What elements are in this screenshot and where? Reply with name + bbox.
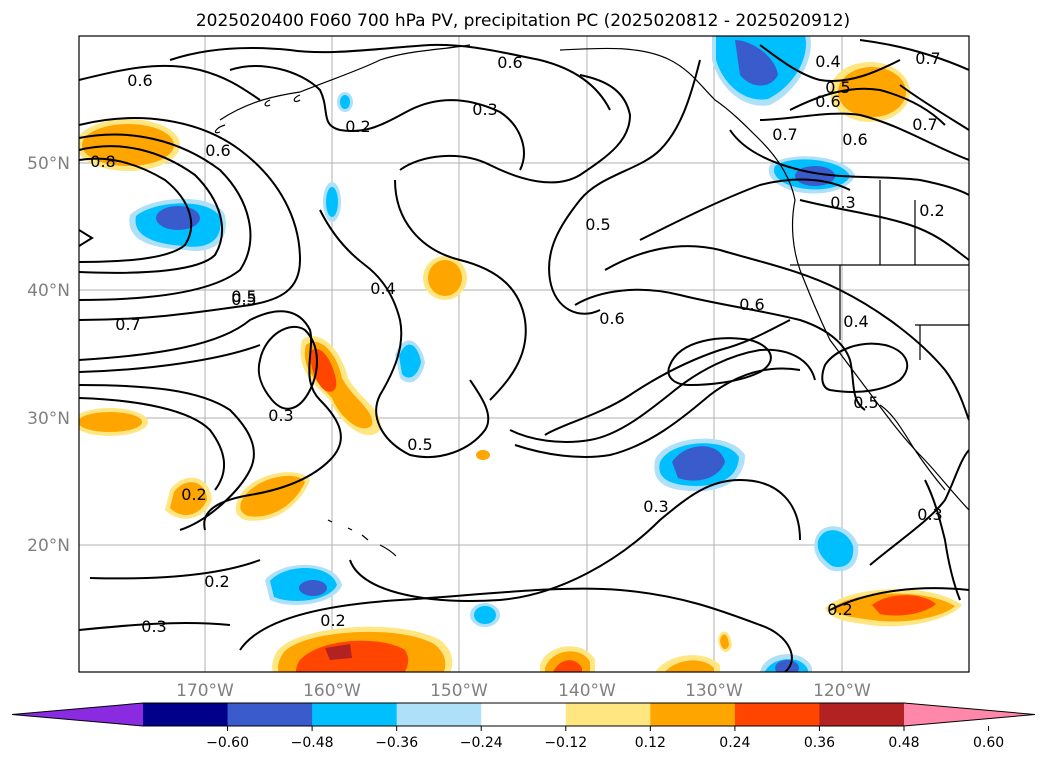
longitude-labels: 170°W 160°W 150°W 140°W 130°W 120°W [176, 681, 871, 701]
lon-label: 140°W [558, 681, 616, 701]
lat-label: 50°N [27, 154, 70, 174]
contour-label: 0.6 [815, 92, 840, 111]
colorbar-tick-label: −0.12 [544, 735, 587, 751]
colorbar-segment [565, 703, 651, 726]
contour-label: 0.2 [827, 600, 852, 619]
map-content: 0.6 0.6 0.3 0.2 0.4 0.5 0.6 0.7 0.8 0.6 … [79, 36, 969, 672]
figure-title: 2025020400 F060 700 hPa PV, precipitatio… [196, 11, 850, 31]
lat-label: 20°N [27, 536, 70, 556]
contour-label: 0.2 [181, 485, 206, 504]
lon-label: 170°W [176, 681, 234, 701]
contour-label: 0.4 [815, 52, 840, 71]
colorbar: −0.60 −0.48 −0.36 −0.24 −0.12 0.12 0.24 0.36 0.4… [11, 702, 1036, 751]
lon-label: 160°W [303, 681, 361, 701]
colorbar-extend-low [12, 703, 143, 726]
lon-label: 120°W [813, 681, 871, 701]
colorbar-tick-label: 0.48 [888, 735, 919, 751]
colorbar-segment [312, 703, 398, 726]
colorbar-segment [481, 703, 567, 726]
contour-label: 0.5 [231, 287, 256, 306]
contour-label: 0.3 [917, 505, 942, 524]
contour-label: 0.2 [204, 572, 229, 591]
contour-label: 0.3 [141, 617, 166, 636]
lon-label: 150°W [430, 681, 488, 701]
colorbar-segment [396, 703, 482, 726]
contour-label: 0.2 [919, 201, 944, 220]
contour-label: 0.6 [842, 130, 867, 149]
negative-anomaly [129, 36, 859, 672]
contour-label: 0.5 [853, 393, 878, 412]
lon-label: 130°W [685, 681, 743, 701]
contour-label: 0.7 [912, 115, 937, 134]
colorbar-extend-high [904, 703, 1035, 726]
lat-label: 40°N [27, 281, 70, 301]
colorbar-segment [734, 703, 820, 726]
colorbar-tick-label: 0.12 [635, 735, 666, 751]
coastlines [214, 44, 969, 557]
colorbar-outline [11, 702, 1036, 727]
colorbar-tick-label: −0.36 [375, 735, 418, 751]
contour-label: 0.2 [345, 117, 370, 136]
colorbar-tick-label: −0.60 [206, 735, 249, 751]
contour-label: 0.2 [320, 611, 345, 630]
colorbar-segment [227, 703, 313, 726]
colorbar-tick-label: −0.48 [291, 735, 334, 751]
map-frame [78, 35, 970, 673]
lat-label: 30°N [27, 409, 70, 429]
contour-label: 0.7 [772, 125, 797, 144]
contour-label: 0.7 [115, 315, 140, 334]
contour-label: 0.7 [915, 49, 940, 68]
colorbar-segment [650, 703, 736, 726]
colorbar-tick-label: 0.60 [973, 735, 1004, 751]
contour-label: 0.6 [205, 141, 230, 160]
contour-labels: 0.6 0.6 0.3 0.2 0.4 0.5 0.6 0.7 0.8 0.6 … [90, 49, 944, 636]
contour-label: 0.6 [739, 295, 764, 314]
pv-contours [79, 39, 969, 672]
colorbar-tick-label: 0.36 [804, 735, 835, 751]
colorbar-segment [143, 703, 229, 726]
contour-label: 0.3 [643, 497, 668, 516]
contour-label: 0.3 [830, 193, 855, 212]
contour-label: 0.8 [90, 152, 115, 171]
colorbar-tick-label: 0.24 [719, 735, 750, 751]
contour-label: 0.6 [127, 71, 152, 90]
colorbar-tick-label: −0.24 [460, 735, 503, 751]
contour-label: 0.6 [599, 309, 624, 328]
colorbar-segment [819, 703, 905, 726]
contour-label: 0.5 [585, 215, 610, 234]
contour-label: 0.6 [497, 53, 522, 72]
contour-label: 0.3 [472, 100, 497, 119]
contour-label: 0.5 [407, 435, 432, 454]
contour-label: 0.4 [843, 312, 868, 331]
contour-label: 0.5 [825, 78, 850, 97]
latitude-labels: 50°N 40°N 30°N 20°N [27, 154, 70, 556]
contour-label: 0.5 [231, 290, 256, 309]
contour-label: 0.3 [268, 406, 293, 425]
contour-label: 0.4 [370, 279, 395, 298]
